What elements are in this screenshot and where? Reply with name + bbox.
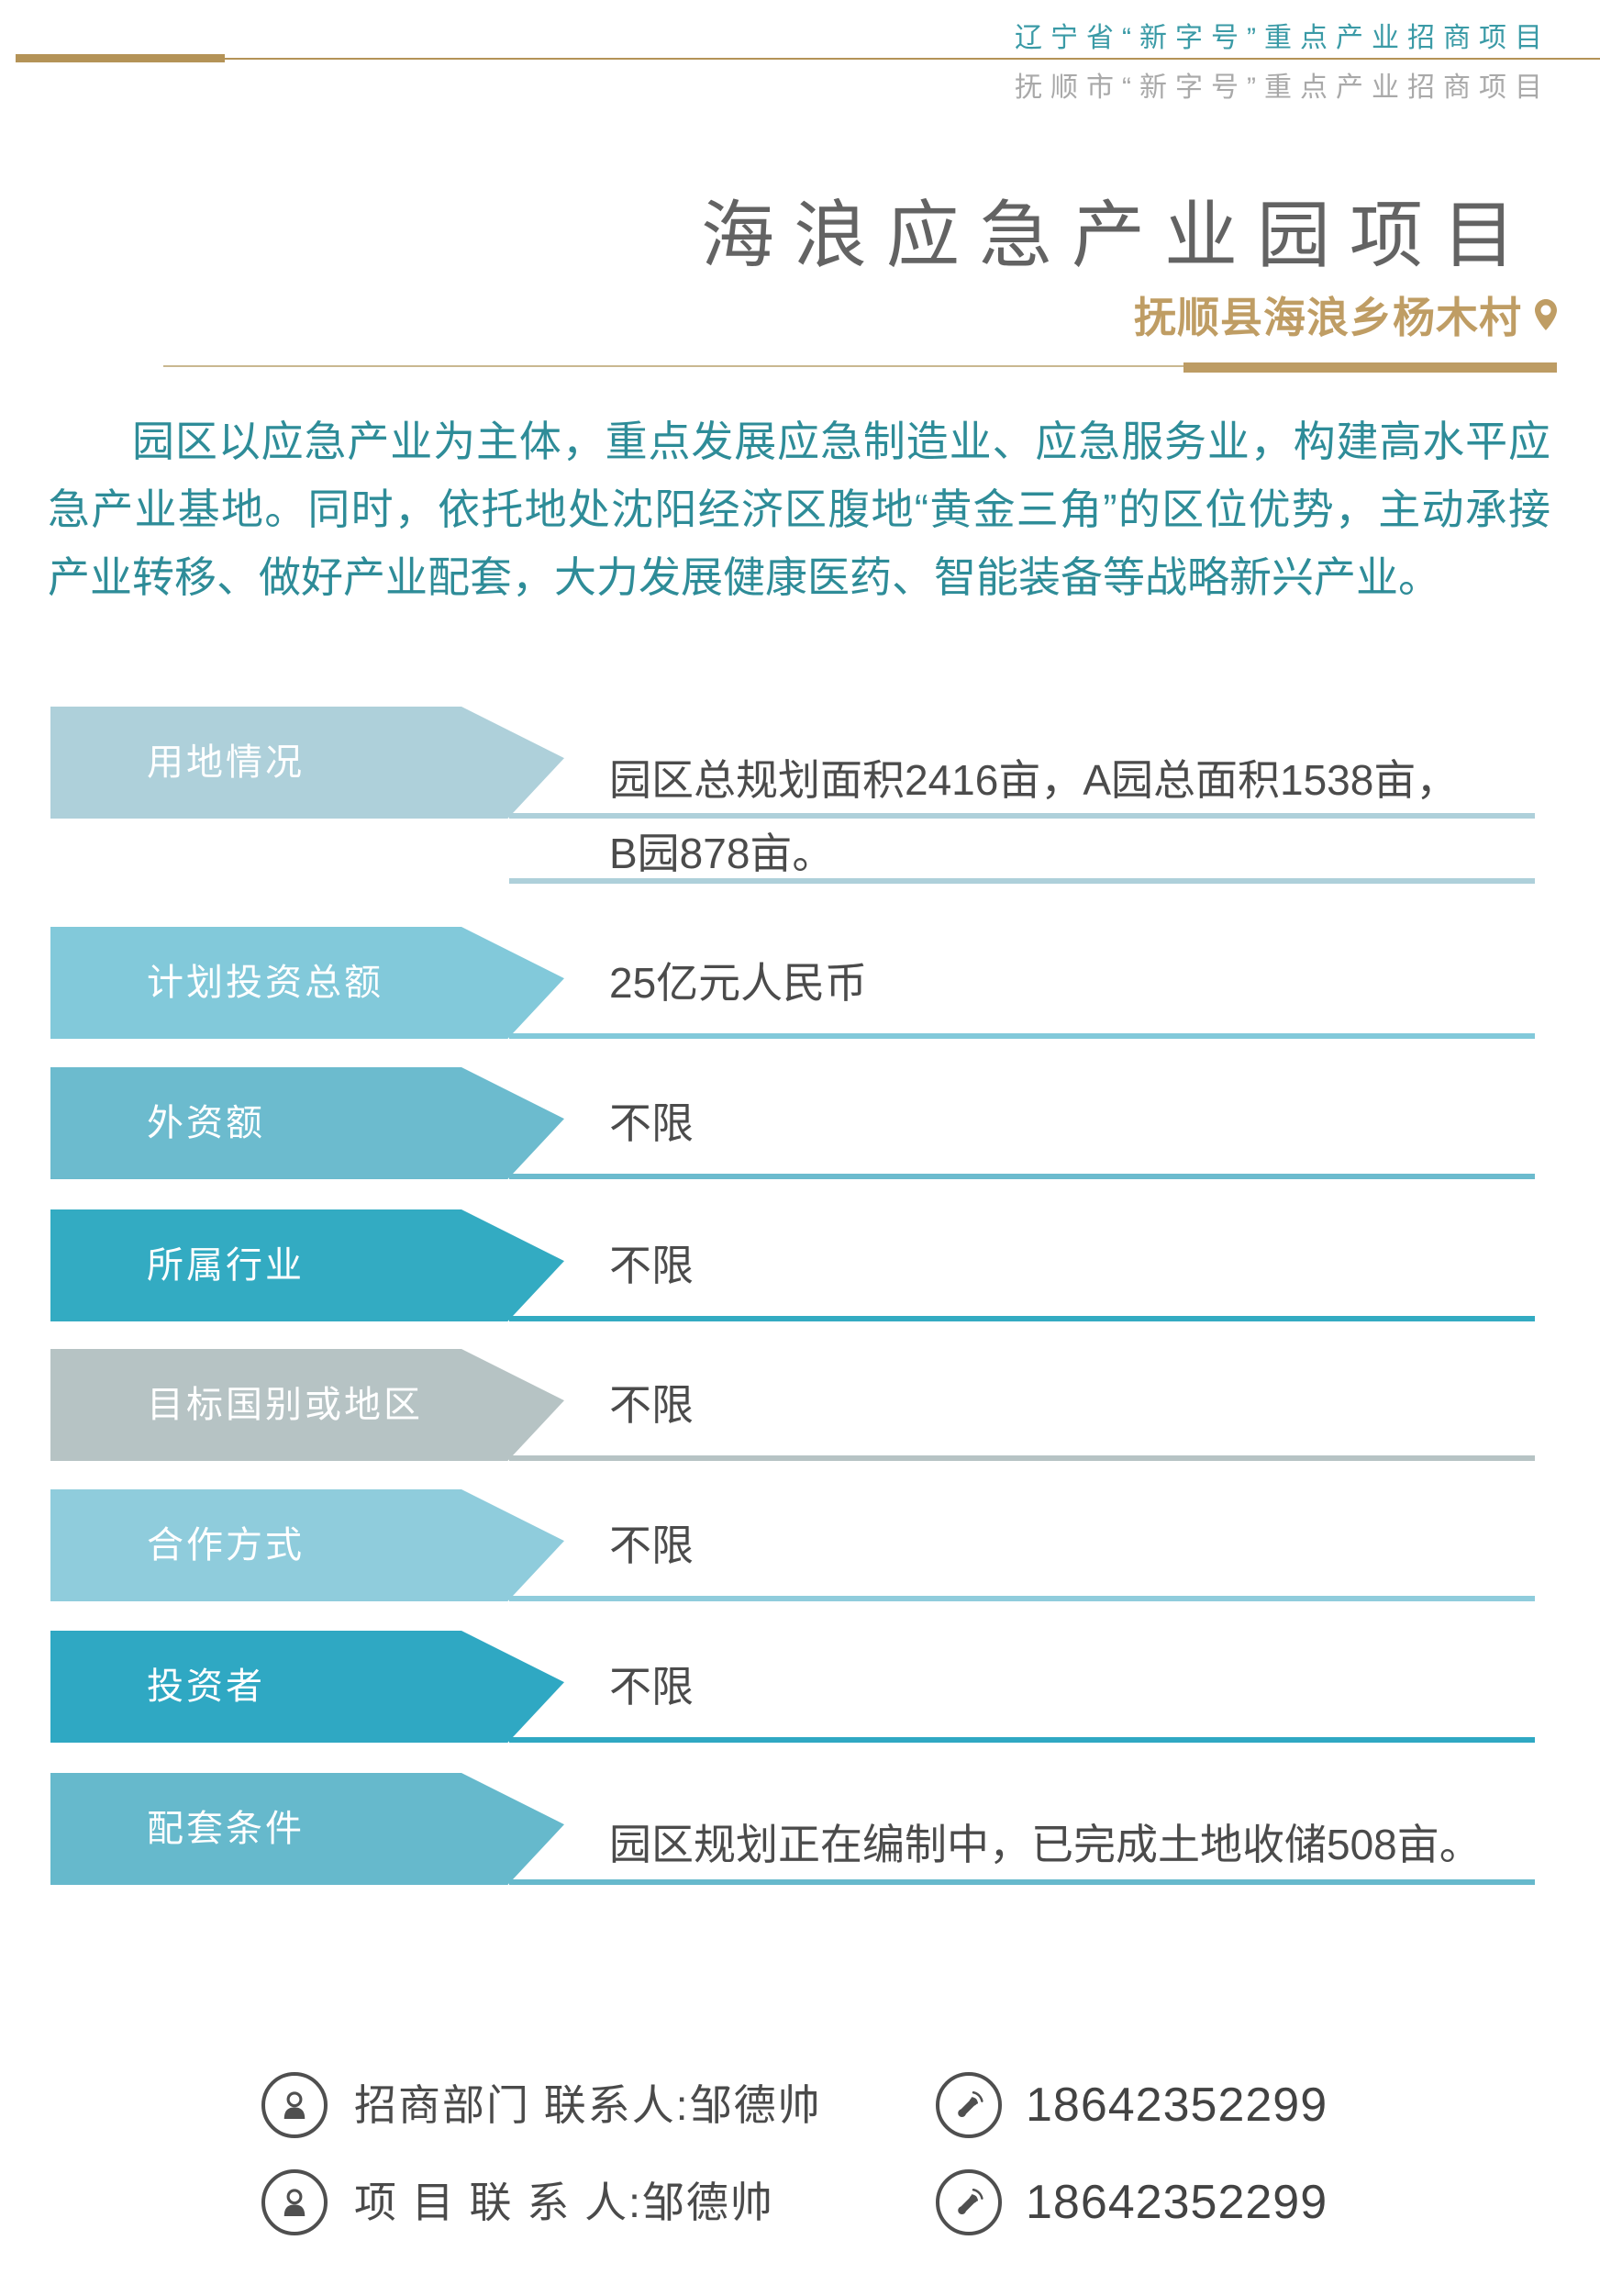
- field-value: 不限: [609, 1663, 694, 1711]
- field-label: 计划投资总额: [147, 963, 383, 1003]
- field-arrow: [50, 707, 564, 819]
- field-arrow: [50, 1489, 564, 1601]
- field-label: 配套条件: [147, 1809, 305, 1849]
- field-row-target-region: 目标国别或地区 不限: [50, 1349, 1535, 1461]
- field-row-land: 用地情况 园区总规划面积2416亩，A园总面积1538亩， B园878亩。: [50, 707, 1535, 884]
- contact-name: 邹德帅: [689, 2081, 822, 2129]
- field-underline: [509, 1033, 1535, 1039]
- field-underline: [509, 1879, 1535, 1885]
- field-arrow: [50, 1631, 564, 1743]
- title-divider-thick: [1183, 362, 1557, 373]
- field-row-investor: 投资者 不限: [50, 1631, 1535, 1743]
- field-value: 不限: [609, 1242, 694, 1289]
- field-row-investment: 计划投资总额 25亿元人民币: [50, 927, 1535, 1039]
- field-label: 外资额: [147, 1103, 265, 1143]
- contact-label: 招商部门 联系人:: [354, 2081, 690, 2129]
- field-underline: [509, 1596, 1535, 1601]
- field-arrow: [50, 1773, 564, 1885]
- field-arrow: [50, 1349, 564, 1461]
- contact-label: 项 目 联 系 人:: [354, 2179, 642, 2226]
- person-icon: [261, 2169, 328, 2235]
- header-rule-thick: [16, 54, 225, 62]
- title-divider-thin: [163, 365, 1183, 367]
- field-value: 不限: [609, 1381, 694, 1429]
- phone-number: 18642352299: [1026, 2176, 1328, 2229]
- field-label: 目标国别或地区: [147, 1385, 423, 1425]
- phone-number: 18642352299: [1026, 2079, 1328, 2132]
- page-title: 海浪应急产业园项目: [701, 195, 1535, 276]
- field-row-cooperation: 合作方式 不限: [50, 1489, 1535, 1601]
- field-label: 所属行业: [147, 1245, 305, 1286]
- contact-text: 项 目 联 系 人:邹德帅: [354, 2169, 774, 2235]
- field-row-supporting-conditions: 配套条件 园区规划正在编制中，已完成土地收储508亩。: [50, 1773, 1535, 1885]
- field-arrow: [50, 927, 564, 1039]
- contact-row-department: 招商部门 联系人:邹德帅 18642352299: [0, 2072, 1600, 2138]
- location-line: 抚顺县海浪乡杨木村: [1134, 284, 1557, 345]
- field-arrow: [50, 1067, 564, 1179]
- header-city-line: 抚顺市“新字号”重点产业招商项目: [1015, 72, 1550, 103]
- header-province-line: 辽宁省“新字号”重点产业招商项目: [1015, 23, 1550, 53]
- field-row-foreign-capital: 外资额 不限: [50, 1067, 1535, 1179]
- header-rule-thin: [225, 58, 1600, 60]
- field-value: 不限: [609, 1099, 694, 1147]
- field-value-line1: 园区总规划面积2416亩，A园总面积1538亩，: [609, 756, 1459, 804]
- contact-name: 邹德帅: [641, 2179, 774, 2226]
- field-arrow: [50, 1209, 564, 1321]
- field-label: 用地情况: [147, 742, 305, 783]
- location-pin-icon: [1535, 299, 1557, 330]
- contact-row-project: 项 目 联 系 人:邹德帅 18642352299: [0, 2169, 1600, 2235]
- intro-paragraph: 园区以应急产业为主体，重点发展应急制造业、应急服务业，构建高水平应急产业基地。同…: [48, 418, 1550, 601]
- field-value-line2: B园878亩。: [609, 830, 835, 877]
- field-label: 合作方式: [147, 1525, 305, 1566]
- field-underline: [509, 1737, 1535, 1743]
- field-underline: [509, 813, 1535, 819]
- field-value: 园区规划正在编制中，已完成土地收储508亩。: [609, 1821, 1482, 1868]
- field-value: 25亿元人民币: [609, 959, 868, 1007]
- field-underline: [509, 1455, 1535, 1461]
- field-row-industry: 所属行业 不限: [50, 1209, 1535, 1321]
- person-icon: [261, 2072, 328, 2138]
- field-underline: [509, 1174, 1535, 1179]
- field-value: 不限: [609, 1521, 694, 1569]
- contact-text: 招商部门 联系人:邹德帅: [354, 2072, 822, 2138]
- phone-icon: [936, 2072, 1002, 2138]
- field-underline-2: [509, 878, 1535, 884]
- phone-icon: [936, 2169, 1002, 2235]
- location-text: 抚顺县海浪乡杨木村: [1134, 295, 1522, 341]
- field-underline: [509, 1316, 1535, 1321]
- field-label: 投资者: [147, 1666, 265, 1707]
